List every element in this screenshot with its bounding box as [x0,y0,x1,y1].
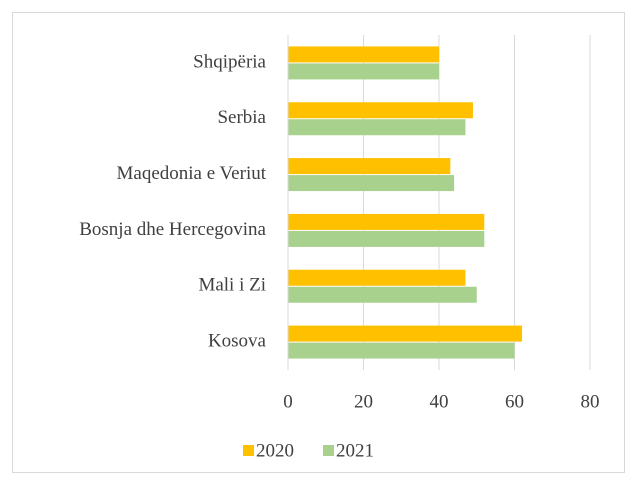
bar [288,119,466,136]
y-tick-label: Kosova [208,330,267,351]
legend-swatch [323,445,334,456]
bar [288,213,485,230]
bar [288,63,439,80]
x-tick-label: 20 [354,391,373,412]
y-tick-label: Maqedonia e Veriut [117,163,267,184]
bar [288,342,515,359]
legend-label: 2021 [336,440,374,461]
bar [288,102,473,119]
bar [288,325,523,342]
y-tick-label: Serbia [217,107,266,128]
bar [288,158,451,175]
bar [288,175,455,192]
legend-swatch [243,445,254,456]
y-tick-label: Bosnja dhe Hercegovina [79,219,266,240]
bar [288,46,439,63]
x-tick-label: 0 [283,391,293,412]
y-tick-label: Mali i Zi [198,275,266,296]
x-tick-label: 80 [581,391,600,412]
bar [288,269,466,286]
bar [288,286,477,303]
x-tick-label: 60 [505,391,524,412]
legend-label: 2020 [256,440,294,461]
x-tick-label: 40 [430,391,449,412]
bar [288,230,485,247]
y-tick-label: Shqipëria [193,51,266,72]
